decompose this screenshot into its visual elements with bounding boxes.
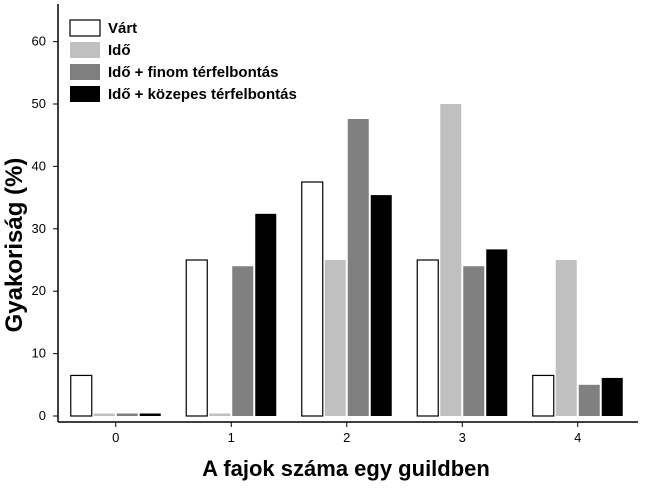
bar	[209, 413, 231, 416]
bar	[255, 213, 277, 416]
x-tick-label: 2	[343, 430, 350, 445]
bar	[486, 249, 508, 416]
bar	[139, 413, 161, 416]
legend-swatch	[70, 64, 100, 80]
plot-frame	[57, 4, 638, 423]
bar	[232, 266, 254, 416]
y-tick-label: 30	[32, 221, 46, 236]
x-tick-label: 1	[228, 430, 235, 445]
bar	[416, 259, 439, 417]
bar	[70, 374, 93, 417]
y-axis-title: Gyakoriság (%)	[1, 158, 28, 333]
bar	[578, 384, 600, 416]
y-tick-label: 40	[32, 158, 46, 173]
legend-label: Idő + finom térfelbontás	[108, 64, 278, 81]
bar	[324, 260, 346, 416]
x-axis-title: A fajok száma egy guildben	[202, 456, 490, 481]
y-axis-ticks: 0 10 20 30 40 50 60	[32, 34, 58, 423]
x-tick-label: 0	[112, 430, 119, 445]
legend-swatch	[69, 19, 101, 37]
legend-label: Várt	[108, 20, 137, 37]
x-axis-ticks: 0 1 2 3 4	[112, 422, 581, 445]
bar	[93, 413, 115, 416]
bar	[463, 266, 485, 416]
bar	[370, 195, 392, 416]
bar	[301, 181, 324, 417]
legend-swatch	[70, 42, 100, 58]
legend-label: Idő	[108, 42, 131, 59]
bar	[440, 104, 462, 416]
bar	[116, 413, 138, 416]
x-tick-label: 3	[459, 430, 466, 445]
y-tick-label: 20	[32, 283, 46, 298]
bar	[532, 374, 555, 417]
y-tick-label: 0	[39, 408, 46, 423]
y-tick-label: 10	[32, 346, 46, 361]
y-tick-label: 50	[32, 96, 46, 111]
legend: Várt Idő Idő + finom térfelbontás Idő + köz…	[69, 19, 297, 103]
x-tick-label: 4	[574, 430, 581, 445]
bar	[185, 259, 208, 417]
bar	[555, 260, 577, 416]
legend-swatch	[70, 86, 100, 102]
bar	[601, 377, 623, 416]
bar	[347, 118, 369, 416]
y-tick-label: 60	[32, 34, 46, 49]
bars	[70, 104, 623, 417]
legend-label: Idő + közepes térfelbontás	[108, 86, 297, 103]
